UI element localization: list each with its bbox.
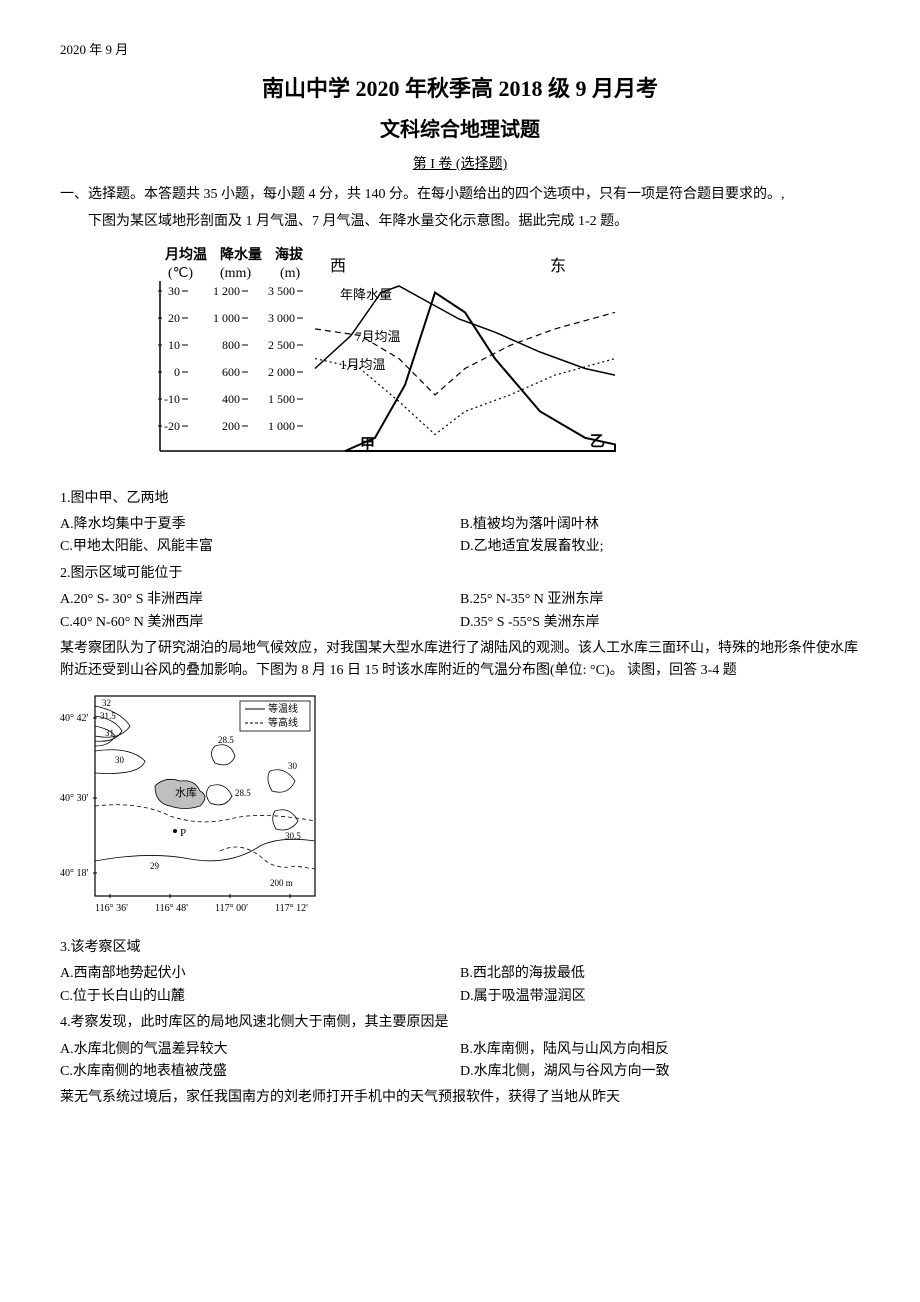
q4-stem: 4.考察发现，此时库区的局地风速北侧大于南侧，其主要原因是 [60, 1012, 860, 1034]
q3-stem: 3.该考察区域 [60, 937, 860, 959]
svg-text:32: 32 [102, 698, 111, 708]
context-1: 下图为某区域地形剖面及 1 月气温、7 月气温、年降水量交化示意图。据此完成 1… [60, 211, 860, 233]
fig1-col3: 海拔 [275, 246, 304, 263]
svg-text:400: 400 [222, 392, 240, 406]
figure-2: 等温线 等高线 40° 42' 40° 30' 40° 18' 116° 36'… [60, 691, 860, 929]
svg-text:1 000: 1 000 [268, 419, 295, 433]
svg-text:28.5: 28.5 [218, 735, 234, 745]
fig1-east: 东 [550, 257, 566, 275]
svg-text:1 000: 1 000 [213, 311, 240, 325]
svg-text:28.5: 28.5 [235, 788, 251, 798]
svg-text:30: 30 [115, 755, 125, 765]
q2-A: A.20° S- 30° S 非洲西岸 [60, 589, 460, 611]
q2-D: D.35° S -55°S 美洲东岸 [460, 612, 860, 634]
q3-C: C.位于长白山的山麓 [60, 986, 460, 1008]
context-3: 莱无气系统过境后，家任我国南方的刘老师打开手机中的天气预报软件，获得了当地从昨天 [60, 1087, 860, 1109]
fig2-lat1: 40° 30' [60, 793, 88, 804]
fig2-lon2: 117° 00' [215, 903, 248, 914]
fig1-unit3: (m) [280, 266, 301, 281]
fig1-yi: 乙 [590, 434, 605, 450]
svg-text:0: 0 [174, 365, 180, 379]
fig1-col1: 月均温 [164, 246, 207, 263]
fig2-lon3: 117° 12' [275, 903, 308, 914]
q2-C: C.40° N-60° N 美洲西岸 [60, 612, 460, 634]
fig1-unit2: (mm) [220, 266, 251, 281]
date-header: 2020 年 9 月 [60, 40, 860, 61]
q1-A: A.降水均集中于夏季 [60, 514, 460, 536]
q2-stem: 2.图示区域可能位于 [60, 563, 860, 585]
svg-text:1 500: 1 500 [268, 392, 295, 406]
svg-text:20: 20 [168, 311, 180, 325]
fig2-lon1: 116° 48' [155, 903, 188, 914]
svg-text:1 200: 1 200 [213, 284, 240, 298]
fig2-point-p: P [180, 827, 186, 839]
section-label: 第 I 卷 (选择题) [60, 154, 860, 176]
fig2-lat0: 40° 42' [60, 713, 88, 724]
svg-text:-10: -10 [164, 392, 180, 406]
q2-B: B.25° N-35° N 亚洲东岸 [460, 589, 860, 611]
q3-B: B.西北部的海拔最低 [460, 963, 860, 985]
fig2-legend-contour: 等高线 [268, 716, 298, 729]
fig1-unit1: (℃) [168, 266, 193, 281]
fig2-lat2: 40° 18' [60, 868, 88, 879]
svg-text:2 000: 2 000 [268, 365, 295, 379]
instruction-line: 一、选择题。本答题共 35 小题，每小题 4 分，共 140 分。在每小题给出的… [60, 184, 860, 206]
fig1-west: 西 [330, 258, 346, 275]
q3-A: A.西南部地势起伏小 [60, 963, 460, 985]
context-2: 某考察团队为了研究湖泊的局地气候效应，对我国某大型水库进行了湖陆风的观测。该人工… [60, 638, 860, 683]
svg-text:30.5: 30.5 [285, 831, 301, 841]
figure-1: 月均温 降水量 海拔 (℃) (mm) (m) 西 东 30 1 200 3 500… [120, 241, 860, 479]
fig1-jan-label: 1月均温 [340, 357, 386, 372]
fig1-precip-label: 年降水量 [340, 287, 392, 302]
q4-D: D.水库北侧，湖风与谷风方向一致 [460, 1061, 860, 1083]
svg-text:3 500: 3 500 [268, 284, 295, 298]
svg-text:-20: -20 [164, 419, 180, 433]
main-title: 南山中学 2020 年秋季高 2018 级 9 月月考 [60, 71, 860, 106]
q4-A: A.水库北侧的气温差异较大 [60, 1039, 460, 1061]
q1-C: C.甲地太阳能、风能丰富 [60, 536, 460, 558]
q1-B: B.植被均为落叶阔叶林 [460, 514, 860, 536]
svg-text:200: 200 [222, 419, 240, 433]
q4-C: C.水库南侧的地表植被茂盛 [60, 1061, 460, 1083]
q1-stem: 1.图中甲、乙两地 [60, 488, 860, 510]
svg-text:3 000: 3 000 [268, 311, 295, 325]
svg-text:800: 800 [222, 338, 240, 352]
q3-D: D.属于吸温带湿润区 [460, 986, 860, 1008]
svg-text:10: 10 [168, 338, 180, 352]
fig2-reservoir: 水库 [175, 786, 197, 799]
q4-B: B.水库南侧，陆风与山风方向相反 [460, 1039, 860, 1061]
fig1-july-label: 7月均温 [355, 329, 401, 344]
fig1-jia: 甲 [360, 436, 375, 453]
sub-title: 文科综合地理试题 [60, 114, 860, 146]
svg-text:200 m: 200 m [270, 878, 293, 888]
svg-text:30: 30 [288, 761, 298, 771]
svg-text:31.5: 31.5 [100, 711, 116, 721]
fig2-lon0: 116° 36' [95, 903, 128, 914]
svg-text:29: 29 [150, 861, 160, 871]
q1-D: D.乙地适宜发展畜牧业; [460, 536, 860, 558]
svg-text:31: 31 [105, 728, 114, 738]
svg-text:2 500: 2 500 [268, 338, 295, 352]
svg-text:600: 600 [222, 365, 240, 379]
svg-text:30: 30 [168, 284, 180, 298]
fig2-legend-iso: 等温线 [268, 702, 298, 715]
fig1-col2: 降水量 [220, 246, 262, 263]
